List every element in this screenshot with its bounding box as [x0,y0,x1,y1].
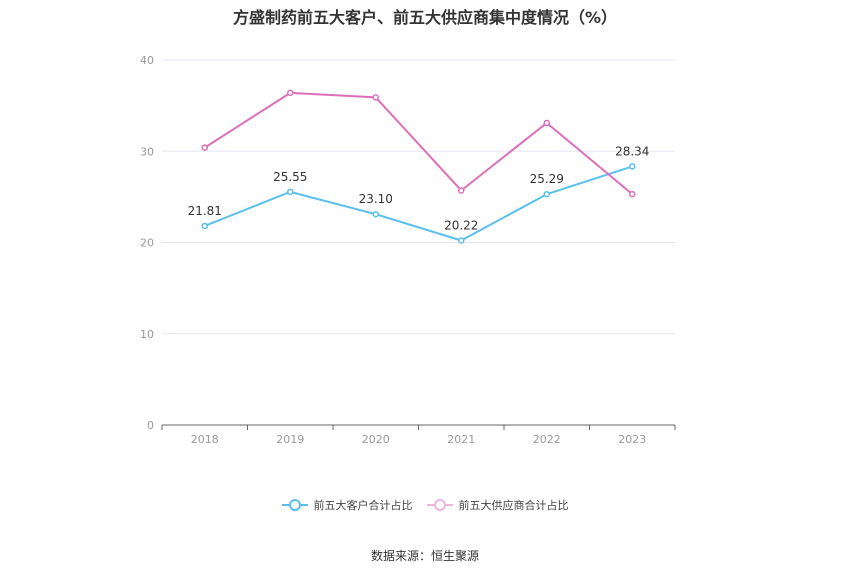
data-label-customers: 25.29 [530,172,564,186]
line-chart: 0 10 20 30 40 2018 2019 2020 2021 2022 2023 21.81 25… [140,54,676,446]
data-label-customers: 20.22 [444,218,478,232]
data-point-suppliers [201,144,208,151]
series-line-suppliers [204,91,633,195]
series-line-customers [204,165,633,242]
data-point-suppliers [458,187,465,194]
data-point-customers [458,237,465,244]
legend-item-suppliers[interactable]: 前五大供应商合计占比 [426,497,569,513]
data-source: 数据来源：恒生聚源 [370,549,479,563]
chart-legend: 前五大客户合计占比 前五大供应商合计占比 [0,497,850,513]
legend-swatch-suppliers-icon [426,499,453,511]
y-tick-label: 0 [147,419,154,432]
y-tick-label: 10 [140,328,154,341]
chart-title: 方盛制药前五大客户、前五大供应商集中度情况（%） [232,8,618,27]
x-tick-label: 2022 [533,433,561,446]
data-point-customers [543,190,550,198]
y-tick-label: 20 [140,237,154,250]
y-tick-label: 40 [140,54,154,67]
data-point-suppliers [543,119,550,127]
data-point-suppliers [372,94,379,101]
y-tick-label: 30 [140,145,154,158]
data-point-customers [287,188,294,196]
legend-label-suppliers: 前五大供应商合计占比 [458,499,569,512]
data-label-customers: 21.81 [188,204,222,218]
data-point-suppliers [287,89,294,97]
x-tick-label: 2023 [618,433,646,446]
data-point-customers [201,222,208,230]
data-point-suppliers [629,190,636,198]
x-tick-label: 2019 [276,433,304,446]
x-tick-label: 2018 [191,433,219,446]
x-tick-label: 2021 [447,433,475,446]
data-label-customers: 23.10 [359,192,393,206]
data-label-customers: 28.34 [615,144,649,158]
data-point-customers [372,210,379,218]
data-point-customers [629,163,636,170]
x-tick-label: 2020 [362,433,390,446]
legend-swatch-customers-icon [281,499,308,511]
legend-label-customers: 前五大客户合计占比 [313,499,413,512]
legend-item-customers[interactable]: 前五大客户合计占比 [281,497,413,513]
data-label-customers: 25.55 [273,170,307,184]
